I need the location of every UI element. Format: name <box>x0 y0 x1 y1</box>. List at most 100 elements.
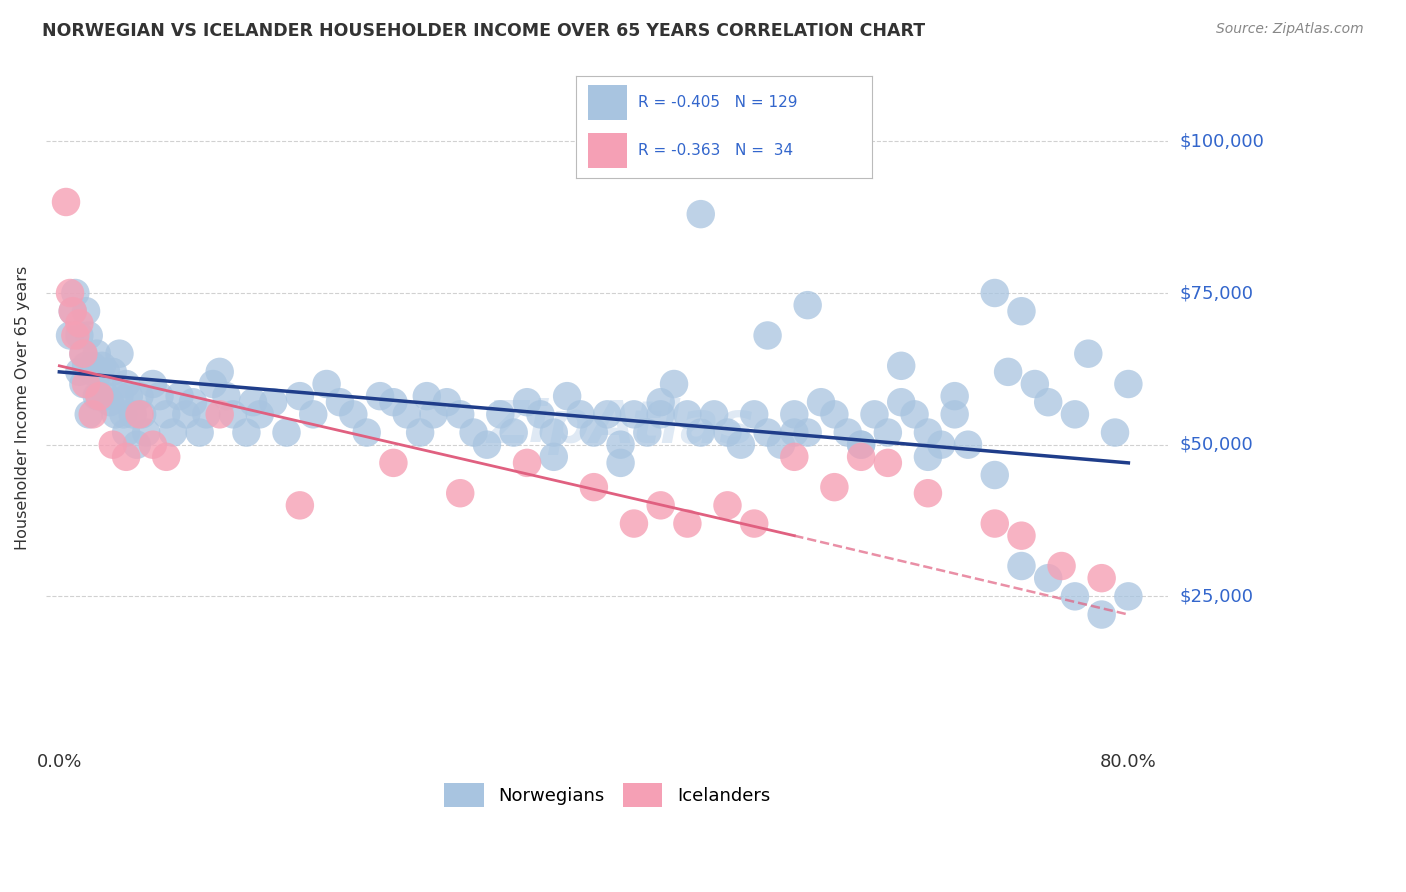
Point <box>756 328 779 343</box>
Point <box>956 438 979 452</box>
Point <box>1118 377 1140 392</box>
Point <box>984 516 1007 531</box>
Point <box>422 408 444 422</box>
Point <box>382 395 405 409</box>
Point <box>489 408 512 422</box>
Point <box>86 389 108 403</box>
Point <box>582 425 605 440</box>
Point <box>101 365 124 379</box>
Point <box>329 395 352 409</box>
Point <box>115 450 138 464</box>
Point <box>783 425 806 440</box>
Point <box>529 408 551 422</box>
Point <box>810 395 832 409</box>
Point <box>863 408 886 422</box>
Point <box>115 377 138 392</box>
Point <box>609 438 631 452</box>
Point <box>756 425 779 440</box>
Point <box>67 328 90 343</box>
Point <box>94 365 117 379</box>
Point <box>917 450 939 464</box>
Point <box>943 408 966 422</box>
Point <box>288 499 311 513</box>
Point <box>689 425 711 440</box>
Point <box>108 389 131 403</box>
Point <box>288 389 311 403</box>
Point <box>849 438 872 452</box>
Point <box>837 425 859 440</box>
Point <box>449 408 471 422</box>
Point <box>783 450 806 464</box>
Point <box>155 408 177 422</box>
Point <box>262 395 284 409</box>
Point <box>72 377 94 392</box>
Point <box>516 456 538 470</box>
Point <box>1064 590 1087 604</box>
Point <box>131 408 153 422</box>
Point <box>623 516 645 531</box>
Point <box>463 425 485 440</box>
Point <box>91 359 114 373</box>
Point <box>676 408 699 422</box>
Point <box>929 438 952 452</box>
Point <box>235 425 257 440</box>
Point <box>59 328 82 343</box>
Point <box>208 365 231 379</box>
Point <box>1118 590 1140 604</box>
Point <box>742 516 765 531</box>
Point <box>1024 377 1046 392</box>
Point <box>623 408 645 422</box>
Point <box>101 438 124 452</box>
Point <box>77 328 100 343</box>
Point <box>395 408 418 422</box>
Point <box>148 389 170 403</box>
Point <box>783 408 806 422</box>
Point <box>1038 571 1060 585</box>
Point <box>356 425 378 440</box>
Point <box>188 425 211 440</box>
Point <box>208 408 231 422</box>
Point <box>716 499 738 513</box>
Point <box>59 285 82 300</box>
Point <box>89 365 111 379</box>
Point <box>436 395 458 409</box>
Point <box>796 298 818 312</box>
Point <box>155 450 177 464</box>
Point <box>67 365 90 379</box>
Point <box>72 346 94 360</box>
Point <box>1050 559 1073 574</box>
Point <box>315 377 337 392</box>
Text: R = -0.405   N = 129: R = -0.405 N = 129 <box>638 95 799 110</box>
Point <box>342 408 364 422</box>
Point <box>984 468 1007 483</box>
Point <box>108 346 131 360</box>
Point <box>302 408 325 422</box>
Point <box>1011 529 1033 543</box>
Point <box>903 408 925 422</box>
Point <box>449 486 471 500</box>
Text: $50,000: $50,000 <box>1180 435 1253 454</box>
Point <box>1064 408 1087 422</box>
Point <box>121 408 143 422</box>
Point <box>849 438 872 452</box>
Point <box>703 408 725 422</box>
Point <box>75 359 97 373</box>
Point <box>662 377 685 392</box>
Point <box>181 395 204 409</box>
Point <box>142 438 165 452</box>
Legend: Norwegians, Icelanders: Norwegians, Icelanders <box>437 776 778 814</box>
Point <box>676 516 699 531</box>
Point <box>890 359 912 373</box>
Point <box>368 389 391 403</box>
Point <box>650 395 672 409</box>
Point <box>569 408 592 422</box>
Point <box>984 285 1007 300</box>
Point <box>796 425 818 440</box>
Point <box>1077 346 1099 360</box>
Point <box>202 377 225 392</box>
Point <box>730 438 752 452</box>
Point <box>82 365 104 379</box>
Point <box>769 438 792 452</box>
Point <box>876 425 898 440</box>
Point <box>416 389 439 403</box>
